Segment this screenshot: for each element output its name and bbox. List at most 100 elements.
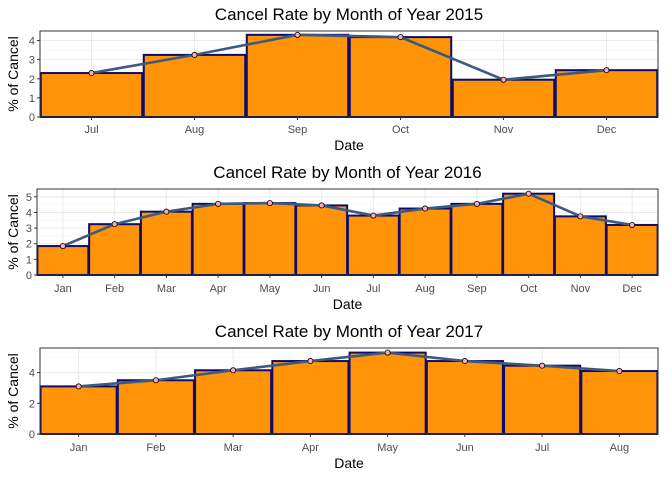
bar-aug bbox=[142, 53, 247, 118]
bar-may bbox=[243, 202, 297, 276]
data-point-jul bbox=[370, 212, 377, 219]
bar-jun bbox=[295, 204, 349, 276]
data-point-mar bbox=[230, 367, 237, 374]
y-tick-label: 2 bbox=[26, 239, 32, 251]
data-point-feb bbox=[152, 377, 159, 384]
bar-nov bbox=[451, 78, 556, 118]
x-tick-label: Sep bbox=[467, 283, 487, 295]
y-tick-label: 3 bbox=[29, 55, 35, 67]
bar-apr bbox=[271, 360, 350, 435]
y-tick-label: 4 bbox=[29, 36, 35, 48]
bar-jan bbox=[39, 385, 118, 435]
y-tick-label: 4 bbox=[29, 368, 35, 380]
data-point-jul bbox=[539, 362, 546, 369]
x-tick-label: Oct bbox=[520, 283, 537, 295]
data-point-dec bbox=[603, 67, 610, 74]
data-point-mar bbox=[163, 208, 170, 215]
data-point-aug bbox=[191, 51, 198, 58]
y-tick-label: 0 bbox=[29, 112, 35, 124]
panel-border bbox=[39, 347, 659, 435]
y-axis-title: % of Cancel bbox=[5, 353, 21, 428]
y-tick-label: 3 bbox=[26, 223, 32, 235]
x-tick-label: Feb bbox=[146, 442, 165, 454]
chart-panel-2: 0 1 2 3 4 5 Jan Feb Mar Apr May Jun Jul Aug Sep Oct Nov D… bbox=[5, 163, 659, 312]
data-point-apr bbox=[307, 358, 314, 365]
data-point-oct bbox=[397, 34, 404, 41]
y-axis-title: % of Cancel bbox=[5, 36, 21, 111]
x-tick-label: May bbox=[377, 442, 398, 454]
data-point-jan bbox=[75, 383, 82, 390]
x-axis-title: Date bbox=[334, 455, 364, 471]
data-point-sep bbox=[473, 200, 480, 207]
y-tick-label: 2 bbox=[29, 74, 35, 86]
bar-nov bbox=[553, 215, 607, 276]
x-tick-label: Sep bbox=[288, 124, 308, 136]
bar-mar bbox=[194, 369, 273, 435]
bar-dec bbox=[554, 69, 659, 119]
x-axis-title: Date bbox=[333, 296, 363, 312]
bar-oct bbox=[348, 36, 453, 118]
trend-line bbox=[78, 351, 620, 388]
y-tick-label: 0 bbox=[26, 270, 32, 282]
y-tick-label: 2 bbox=[29, 398, 35, 410]
data-point-aug bbox=[422, 205, 429, 212]
data-point-apr bbox=[215, 200, 222, 207]
x-tick-label: Mar bbox=[157, 283, 176, 295]
x-tick-label: Mar bbox=[224, 442, 243, 454]
bar-jun bbox=[425, 360, 504, 435]
data-point-may bbox=[384, 349, 391, 356]
trend-line bbox=[91, 33, 607, 82]
bar-jul bbox=[503, 364, 582, 435]
x-tick-label: Aug bbox=[415, 283, 435, 295]
panel-border bbox=[39, 30, 659, 118]
chart-title: Cancel Rate by Month of Year 2017 bbox=[215, 322, 483, 341]
bar-sep bbox=[450, 202, 504, 276]
bar-jul bbox=[346, 214, 400, 276]
x-tick-label: Aug bbox=[185, 124, 205, 136]
bar-feb bbox=[116, 379, 195, 435]
x-axis-title: Date bbox=[334, 137, 364, 153]
chart-panel-1: 0 1 2 3 4 Jul Aug Sep Oct Nov Dec Cancel Rate by Mo… bbox=[5, 5, 659, 153]
x-tick-label: Dec bbox=[622, 283, 642, 295]
x-tick-label: Jul bbox=[84, 124, 98, 136]
data-point-jun bbox=[318, 202, 325, 209]
y-tick-label: 0 bbox=[29, 429, 35, 441]
data-point-sep bbox=[294, 31, 301, 38]
x-tick-label: Jul bbox=[535, 442, 549, 454]
data-point-nov bbox=[500, 76, 507, 83]
y-axis-title: % of Cancel bbox=[5, 194, 21, 269]
bar-mar bbox=[139, 210, 193, 277]
bar-aug bbox=[398, 207, 452, 276]
x-tick-label: Feb bbox=[105, 283, 124, 295]
y-tick-label: 1 bbox=[29, 93, 35, 105]
bar-dec bbox=[605, 223, 659, 276]
chart-title: Cancel Rate by Month of Year 2015 bbox=[215, 5, 483, 24]
bar-aug bbox=[580, 370, 659, 435]
data-point-jun bbox=[461, 358, 468, 365]
x-tick-label: Dec bbox=[597, 124, 617, 136]
y-tick-label: 5 bbox=[26, 192, 32, 204]
chart-panel-3: 0 2 4 Jan Feb Mar Apr May Jun Jul Aug Cancel Rate b… bbox=[5, 322, 659, 471]
bar-oct bbox=[502, 192, 556, 276]
data-point-nov bbox=[577, 213, 584, 220]
data-point-may bbox=[266, 200, 273, 207]
x-tick-label: Jul bbox=[366, 283, 380, 295]
data-point-jan bbox=[59, 243, 66, 250]
x-tick-label: Aug bbox=[610, 442, 630, 454]
x-tick-label: Apr bbox=[302, 442, 319, 454]
x-tick-label: Nov bbox=[494, 124, 514, 136]
data-point-jul bbox=[88, 70, 95, 77]
panel-border bbox=[36, 188, 659, 276]
data-point-feb bbox=[111, 221, 118, 228]
x-tick-label: Jun bbox=[313, 283, 331, 295]
x-tick-label: Oct bbox=[392, 124, 409, 136]
trend-line bbox=[62, 192, 633, 248]
y-tick-label: 4 bbox=[26, 207, 32, 219]
x-tick-label: Jan bbox=[70, 442, 88, 454]
x-tick-label: May bbox=[259, 283, 280, 295]
bar-apr bbox=[191, 202, 245, 276]
data-point-oct bbox=[525, 190, 532, 197]
bar-may bbox=[348, 351, 427, 436]
bar-sep bbox=[245, 33, 350, 119]
